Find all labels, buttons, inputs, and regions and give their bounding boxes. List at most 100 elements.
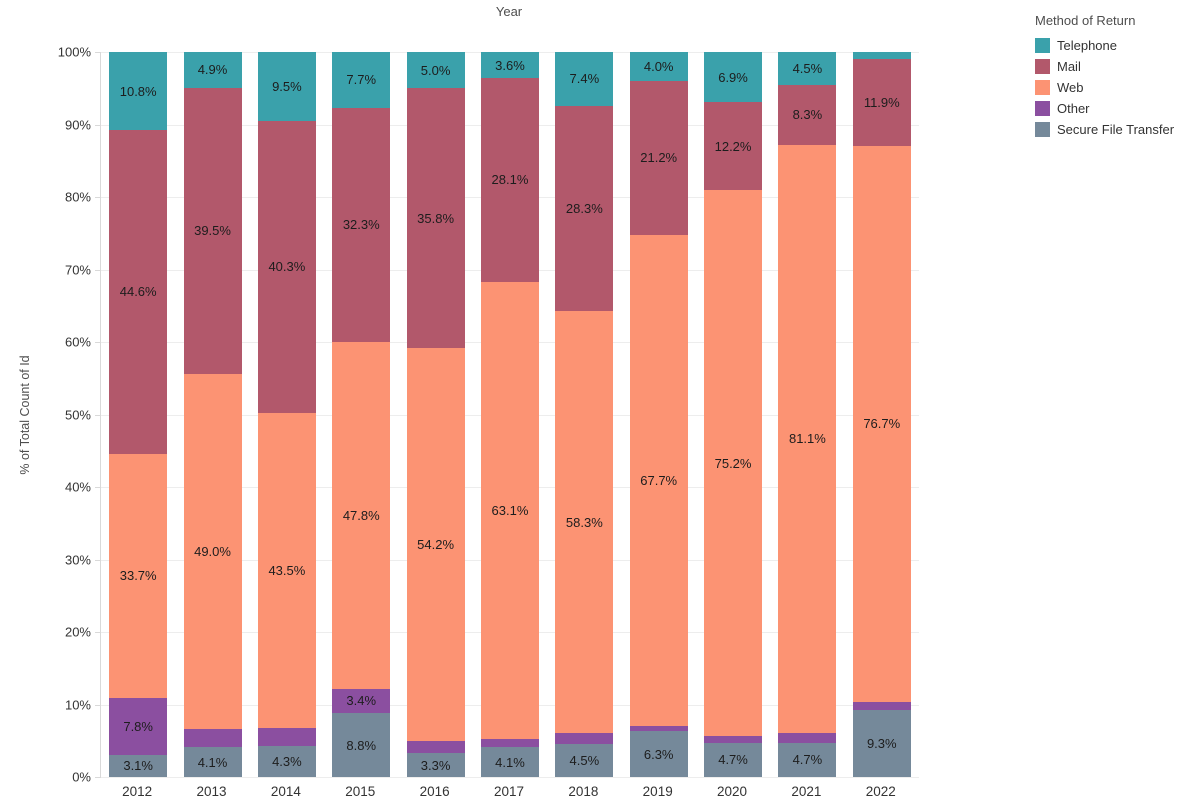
bar-segment-other-2019[interactable] <box>629 725 688 732</box>
bar-segment-label-secure-file-transfer-2013: 4.1% <box>197 754 228 770</box>
bar-segment-other-2020[interactable] <box>704 735 763 743</box>
x-axis-label-2012: 2012 <box>122 784 153 799</box>
bar-segment-other-2013[interactable] <box>183 729 242 748</box>
bar-column-2020: 6.9% 12.2% 75.2% 4.7% <box>696 52 770 777</box>
bar-segment-label-telephone-2014: 9.5% <box>272 78 302 94</box>
bar-segment-secure-file-transfer-2020[interactable]: 4.7% <box>704 742 763 777</box>
bar-segment-mail-2022[interactable]: 11.9% <box>852 59 911 146</box>
bar-segment-other-2014[interactable] <box>257 728 316 746</box>
bar-segment-telephone-2014[interactable]: 9.5% <box>257 52 316 121</box>
bar-segment-secure-file-transfer-2018[interactable]: 4.5% <box>555 744 614 777</box>
y-tick-label-20: 20% <box>64 624 91 640</box>
y-tick-label-80: 80% <box>64 189 91 205</box>
legend-item-label: Mail <box>1057 59 1081 74</box>
bar-segment-label-other-2015: 3.4% <box>346 693 377 709</box>
bar-segment-mail-2019[interactable]: 21.2% <box>629 81 688 235</box>
bar-segment-other-2017[interactable] <box>480 739 539 748</box>
bar-segment-other-2022[interactable] <box>852 701 911 710</box>
bar-segment-secure-file-transfer-2014[interactable]: 4.3% <box>257 745 316 777</box>
gridline-0 <box>101 777 919 778</box>
bar-segment-web-2016[interactable]: 54.2% <box>406 347 465 741</box>
bar-column-2022: 11.9% 76.7% 9.3% <box>845 52 919 777</box>
bar-segment-secure-file-transfer-2022[interactable]: 9.3% <box>852 709 911 777</box>
y-tick-mark <box>95 487 101 488</box>
bar-segment-web-2022[interactable]: 76.7% <box>852 145 911 702</box>
legend-item-secure-file-transfer[interactable]: Secure File Transfer <box>1035 119 1174 140</box>
bar-segment-web-2018[interactable]: 58.3% <box>555 310 614 734</box>
bar-segment-web-2017[interactable]: 63.1% <box>480 281 539 740</box>
bar-segment-label-web-2022: 76.7% <box>863 416 901 432</box>
bar-segment-telephone-2022[interactable] <box>852 52 911 60</box>
y-tick-label-90: 90% <box>64 117 91 132</box>
bar-segment-label-secure-file-transfer-2017: 4.1% <box>495 754 525 770</box>
bar-segment-other-2021[interactable] <box>778 732 837 743</box>
y-axis-title: % of Total Count of Id <box>18 355 32 475</box>
bar-2015: 7.7% 32.3% 47.8% 3.4% 8.8% <box>332 52 391 777</box>
bar-segment-label-mail-2018: 28.3% <box>565 200 603 216</box>
bar-segment-telephone-2019[interactable]: 4.0% <box>629 52 688 81</box>
bar-segment-telephone-2018[interactable]: 7.4% <box>555 52 614 106</box>
bar-segment-mail-2013[interactable]: 39.5% <box>183 87 242 374</box>
bar-segment-telephone-2021[interactable]: 4.5% <box>778 52 837 85</box>
bar-segment-secure-file-transfer-2017[interactable]: 4.1% <box>480 747 539 777</box>
legend-item-web[interactable]: Web <box>1035 77 1174 98</box>
legend-item-mail[interactable]: Mail <box>1035 56 1174 77</box>
bar-segment-other-2016[interactable] <box>406 740 465 754</box>
bar-segment-label-telephone-2013: 4.9% <box>197 62 228 78</box>
y-tick-mark <box>95 269 101 271</box>
legend-swatch-icon-secure-file-transfer <box>1035 122 1050 137</box>
bar-column-2015: 7.7% 32.3% 47.8% 3.4% 8.8% <box>324 52 398 777</box>
bar-segment-web-2012[interactable]: 33.7% <box>109 453 168 698</box>
bar-segment-telephone-2012[interactable]: 10.8% <box>109 52 168 131</box>
bar-segment-other-2018[interactable] <box>555 733 614 745</box>
bar-segment-secure-file-transfer-2012[interactable]: 3.1% <box>109 754 168 777</box>
legend-item-other[interactable]: Other <box>1035 98 1174 119</box>
bar-segment-web-2015[interactable]: 47.8% <box>332 341 391 689</box>
y-tick-mark <box>95 704 101 706</box>
bar-segment-mail-2016[interactable]: 35.8% <box>406 88 465 348</box>
bar-segment-label-mail-2016: 35.8% <box>417 210 455 226</box>
bar-segment-web-2013[interactable]: 49.0% <box>183 373 242 730</box>
legend-title: Method of Return <box>1035 13 1136 28</box>
bar-segment-label-mail-2020: 12.2% <box>714 138 752 154</box>
bar-segment-mail-2012[interactable]: 44.6% <box>109 130 168 454</box>
bar-segment-label-telephone-2018: 7.4% <box>569 71 600 87</box>
bar-2019: 4.0% 21.2% 67.7% 6.3% <box>629 52 688 777</box>
bar-segment-secure-file-transfer-2015[interactable]: 8.8% <box>332 713 391 777</box>
bar-segment-telephone-2020[interactable]: 6.9% <box>704 52 763 103</box>
bar-column-2018: 7.4% 28.3% 58.3% 4.5% <box>547 52 621 777</box>
bar-segment-telephone-2016[interactable]: 5.0% <box>406 52 465 89</box>
bar-segment-secure-file-transfer-2016[interactable]: 3.3% <box>406 753 465 777</box>
bar-segment-telephone-2017[interactable]: 3.6% <box>480 52 539 79</box>
x-axis-label-2014: 2014 <box>270 784 301 799</box>
legend: Method of Return Telephone Mail Web Other Se… <box>1035 13 1174 140</box>
y-tick-label-60: 60% <box>64 334 91 350</box>
bar-segment-mail-2018[interactable]: 28.3% <box>555 105 614 311</box>
bar-segment-label-secure-file-transfer-2018: 4.5% <box>569 753 600 769</box>
bar-segment-web-2020[interactable]: 75.2% <box>704 190 763 736</box>
bar-segment-secure-file-transfer-2021[interactable]: 4.7% <box>778 742 837 777</box>
x-axis-label-2020: 2020 <box>717 784 748 799</box>
bar-segment-mail-2017[interactable]: 28.1% <box>480 78 539 282</box>
bar-segment-label-secure-file-transfer-2020: 4.7% <box>718 752 748 768</box>
bar-segment-telephone-2015[interactable]: 7.7% <box>332 52 391 108</box>
legend-item-telephone[interactable]: Telephone <box>1035 35 1174 56</box>
bar-segment-secure-file-transfer-2013[interactable]: 4.1% <box>183 747 242 777</box>
bar-segment-label-mail-2019: 21.2% <box>640 150 678 166</box>
bar-segment-secure-file-transfer-2019[interactable]: 6.3% <box>629 731 688 777</box>
bar-segment-label-mail-2014: 40.3% <box>268 259 306 275</box>
bar-segment-label-mail-2015: 32.3% <box>342 217 380 233</box>
bar-segment-mail-2020[interactable]: 12.2% <box>704 102 763 191</box>
bar-segment-web-2021[interactable]: 81.1% <box>778 144 837 733</box>
bar-segment-other-2012[interactable]: 7.8% <box>109 697 168 755</box>
bar-segment-telephone-2013[interactable]: 4.9% <box>183 52 242 88</box>
bar-column-2021: 4.5% 8.3% 81.1% 4.7% <box>770 52 844 777</box>
bar-segment-mail-2021[interactable]: 8.3% <box>778 84 837 145</box>
bar-segment-web-2014[interactable]: 43.5% <box>257 413 316 729</box>
bar-segment-label-web-2017: 63.1% <box>491 503 529 519</box>
bar-segment-mail-2015[interactable]: 32.3% <box>332 107 391 342</box>
bar-segment-web-2019[interactable]: 67.7% <box>629 234 688 726</box>
bar-2020: 6.9% 12.2% 75.2% 4.7% <box>704 52 763 777</box>
bar-segment-other-2015[interactable]: 3.4% <box>332 688 391 714</box>
bar-segment-mail-2014[interactable]: 40.3% <box>257 120 316 414</box>
